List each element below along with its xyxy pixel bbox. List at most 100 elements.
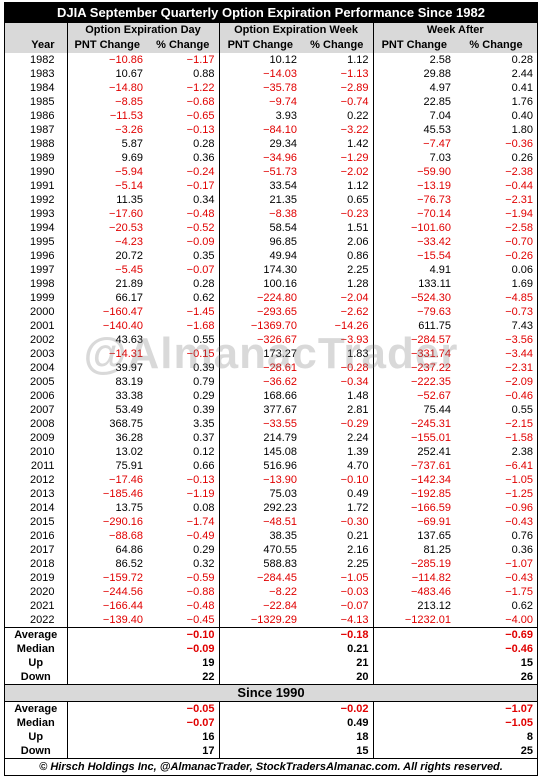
value-cell: 0.28 xyxy=(147,137,220,151)
value-cell: −0.52 xyxy=(147,221,220,235)
value-cell: 0.26 xyxy=(511,152,534,164)
value-cell: −2.62 xyxy=(301,305,374,319)
value-cell: −76.73 xyxy=(417,194,452,206)
value-cell: −4.85 xyxy=(505,292,534,304)
data-row: 2022 −139.40 −0.45 −1329.29 −4.13 −1232.01 −4.… xyxy=(5,613,537,628)
spacer xyxy=(373,702,455,717)
spacer xyxy=(219,656,301,670)
data-row: 1987 −3.26 −0.13 −84.10 −3.22 45.53 1.80 xyxy=(5,123,537,137)
spacer xyxy=(373,716,455,730)
value-cell: 4.97 xyxy=(429,82,452,94)
value-cell: 75.03 xyxy=(269,488,298,500)
data-row: 1992 11.35 0.34 21.35 0.65 −76.73 −2.31 xyxy=(5,193,537,207)
value-cell: 1.12 xyxy=(301,53,374,67)
year-cell: 2022 xyxy=(5,613,68,628)
spacer xyxy=(219,702,301,717)
value-cell: −0.03 xyxy=(301,585,374,599)
value-cell: 81.25 xyxy=(423,544,452,556)
year-cell: 2011 xyxy=(5,459,68,473)
year-cell: 1989 xyxy=(5,151,68,165)
value-cell: −0.44 xyxy=(505,180,534,192)
summary-value: −0.09 xyxy=(147,642,220,656)
year-cell: 2006 xyxy=(5,389,68,403)
value-cell: −0.49 xyxy=(147,529,220,543)
value-cell: 11.35 xyxy=(116,194,143,206)
summary-row: Up 19 21 15 xyxy=(5,656,537,670)
value-cell: −28.61 xyxy=(263,362,298,374)
value-cell: 0.40 xyxy=(511,110,534,122)
value-cell: 58.54 xyxy=(269,222,298,234)
value-cell: −185.46 xyxy=(102,488,143,500)
year-cell: 2021 xyxy=(5,599,68,613)
data-row: 2020 −244.56 −0.88 −8.22 −0.03 −483.46 −1.75 xyxy=(5,585,537,599)
value-cell: 39.97 xyxy=(115,362,143,374)
column-header: PNT Change xyxy=(219,38,302,53)
value-cell: −14.80 xyxy=(109,82,143,94)
value-cell: −22.84 xyxy=(263,600,298,612)
spacer xyxy=(373,670,455,685)
summary-value: 19 xyxy=(147,656,220,670)
table-card: DJIA September Quarterly Option Expirati… xyxy=(4,2,538,776)
value-cell: −0.96 xyxy=(505,502,534,514)
value-cell: −2.31 xyxy=(505,362,534,374)
data-row: 2002 43.63 0.55 −326.67 −3.93 −284.57 −3.56 xyxy=(5,333,537,347)
value-cell: −3.44 xyxy=(505,348,534,360)
summary-value: 25 xyxy=(520,745,534,757)
value-cell: −101.60 xyxy=(410,222,452,234)
summary-value: −0.07 xyxy=(147,716,220,730)
spacer xyxy=(67,642,147,656)
value-cell: −1.19 xyxy=(147,487,220,501)
value-cell: −1.68 xyxy=(147,319,220,333)
value-cell: −0.07 xyxy=(147,263,220,277)
value-cell: −245.31 xyxy=(410,418,452,430)
value-cell: −114.82 xyxy=(411,572,452,584)
value-cell: −1.17 xyxy=(147,53,220,67)
year-cell: 1997 xyxy=(5,263,68,277)
data-row: 2015 −290.16 −1.74 −48.51 −0.30 −69.91 −0.43 xyxy=(5,515,537,529)
data-row: 1983 10.67 0.88 −14.03 −1.13 29.88 2.44 xyxy=(5,67,537,81)
value-cell: −59.90 xyxy=(417,166,452,178)
summary-value: −0.02 xyxy=(301,701,374,716)
year-cell: 1984 xyxy=(5,81,68,95)
column-header: PNT Change xyxy=(67,38,147,53)
value-cell: −14.26 xyxy=(301,319,374,333)
value-cell: 0.06 xyxy=(511,264,534,276)
value-cell: −7.47 xyxy=(423,138,452,150)
value-cell: 66.17 xyxy=(115,292,143,304)
data-row: 2005 83.19 0.79 −36.62 −0.34 −222.35 −2.09 xyxy=(5,375,537,389)
data-row: 1988 5.87 0.28 29.34 1.42 −7.47 −0.36 xyxy=(5,137,537,151)
data-row: 1984 −14.80 −1.22 −35.78 −2.89 4.97 0.41 xyxy=(5,81,537,95)
year-cell: 1992 xyxy=(5,193,68,207)
value-cell: −0.43 xyxy=(505,516,534,528)
data-row: 1996 20.72 0.35 49.94 0.86 −15.54 −0.26 xyxy=(5,249,537,263)
column-header: % Change xyxy=(455,38,538,53)
section-title: Since 1990 xyxy=(5,684,538,702)
value-cell: −9.74 xyxy=(269,96,298,108)
data-row: 1990 −5.94 −0.24 −51.73 −2.02 −59.90 −2.38 xyxy=(5,165,537,179)
value-cell: 100.16 xyxy=(263,278,298,290)
value-cell: −244.56 xyxy=(102,586,143,598)
summary-label: Average xyxy=(5,627,68,642)
value-cell: −0.34 xyxy=(301,375,374,389)
summary-value: 18 xyxy=(301,730,374,744)
data-row: 2019 −159.72 −0.59 −284.45 −1.05 −114.82 −0.43 xyxy=(5,571,537,585)
group-header: Option Expiration Week xyxy=(219,23,374,38)
value-cell: 0.28 xyxy=(511,54,534,66)
column-header: PNT Change xyxy=(373,38,456,53)
value-cell: −70.14 xyxy=(417,208,452,220)
value-cell: −2.89 xyxy=(301,81,374,95)
value-cell: 86.52 xyxy=(115,558,143,570)
value-cell: −17.46 xyxy=(109,474,143,486)
section-band: Since 1990 xyxy=(5,684,538,702)
data-row: 2018 86.52 0.32 588.83 2.25 −285.19 −1.07 xyxy=(5,557,537,571)
value-cell: −1329.29 xyxy=(250,614,298,626)
value-cell: 0.39 xyxy=(147,403,220,417)
summary-row: Down 17 15 25 xyxy=(5,744,537,758)
summary-label: Median xyxy=(5,642,68,656)
summary-value: 21 xyxy=(301,656,374,670)
summary-value: −1.07 xyxy=(505,703,534,715)
year-cell: 2007 xyxy=(5,403,68,417)
value-cell: −0.09 xyxy=(147,235,220,249)
spacer xyxy=(373,627,456,642)
value-cell: 33.54 xyxy=(269,180,298,192)
